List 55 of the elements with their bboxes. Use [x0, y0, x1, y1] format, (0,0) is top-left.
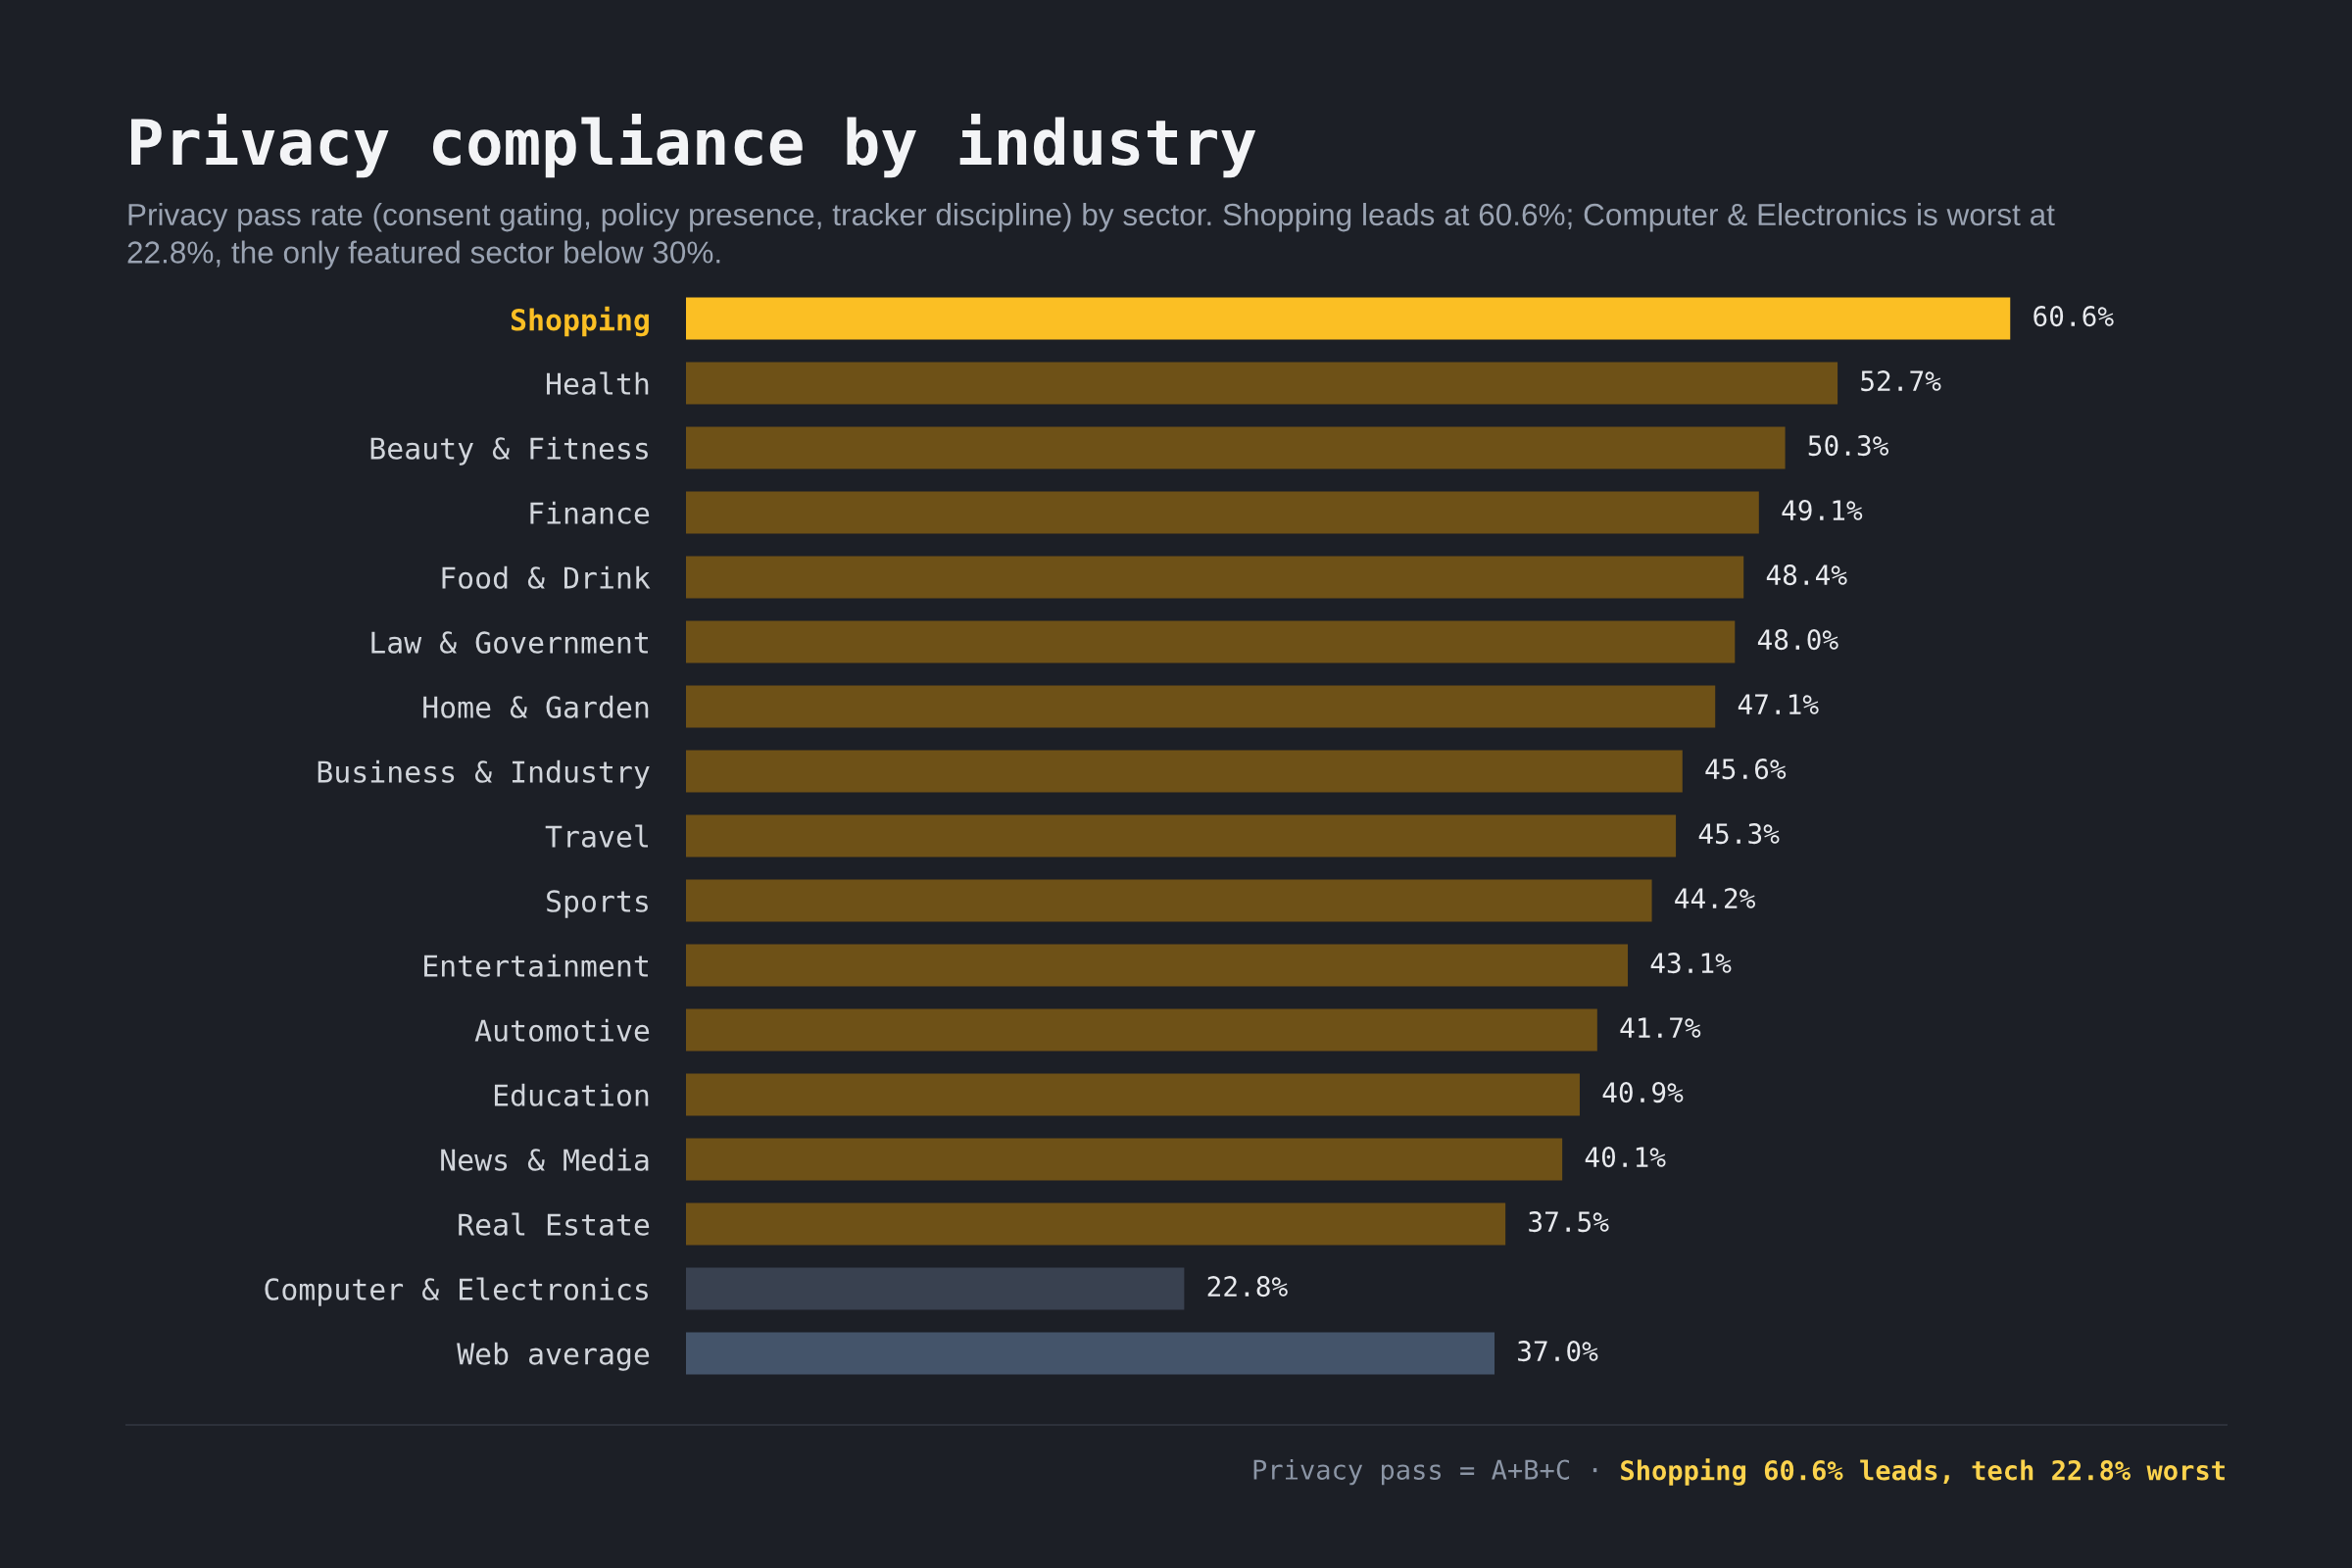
bar	[686, 685, 1716, 728]
data-label: 22.8%	[1207, 1276, 1288, 1298]
data-label: 48.0%	[1757, 629, 1838, 651]
data-label: 48.4%	[1766, 564, 1847, 586]
bar	[686, 1267, 1185, 1310]
data-label: 50.3%	[1808, 435, 1888, 457]
data-label: 52.7%	[1861, 370, 1941, 392]
y-tick-label: News & Media	[441, 1148, 649, 1171]
y-tick-label: Real Estate	[459, 1212, 650, 1236]
bar	[686, 297, 2011, 340]
y-tick-label: Food & Drink	[442, 565, 651, 589]
bar	[686, 944, 1629, 987]
data-label: 37.0%	[1518, 1341, 1598, 1362]
data-label: 60.6%	[2034, 306, 2114, 327]
y-tick-label: Sports	[547, 890, 648, 918]
bar	[686, 491, 1759, 534]
text: Privacy pass = A+B+C ·	[1253, 1458, 1597, 1486]
data-label: 41.7%	[1620, 1017, 1701, 1038]
y-tick-label: Law & Government	[371, 631, 648, 654]
y-tick-label: Shopping	[511, 306, 649, 337]
bar	[686, 814, 1677, 858]
y-tick-label: Education	[494, 1083, 649, 1106]
bar	[686, 362, 1838, 405]
chart-title: Privacy compliance by industry	[131, 114, 1256, 178]
bar	[686, 879, 1652, 922]
data-label: 40.1%	[1585, 1147, 1666, 1168]
data-label: 47.1%	[1738, 694, 1819, 714]
y-tick-label: Web average	[457, 1342, 650, 1371]
bar	[686, 1008, 1597, 1052]
text: Shopping 60.6% leads, tech 22.8% worst	[1621, 1458, 2225, 1486]
chart-subtitle: Privacy pass rate (consent gating, policy presence, tracker discipline) by sector. Shopping leads at 60.6%; Computer & Electronics is worst at 22.8%, the only featured sector below 30%.	[127, 203, 2055, 270]
bar	[686, 620, 1736, 663]
data-label: 37.5%	[1529, 1211, 1609, 1233]
y-tick-label: Computer & Electronics	[265, 1277, 648, 1306]
data-label: 44.2%	[1675, 888, 1755, 908]
y-tick-label: Travel	[545, 824, 648, 848]
y-tick-label: Automotive	[474, 1018, 650, 1042]
data-label: 40.9%	[1602, 1082, 1684, 1103]
y-tick-label: Health	[547, 371, 649, 395]
data-label: 45.3%	[1698, 823, 1780, 845]
y-tick-label: Business & Industry	[318, 760, 650, 789]
bar	[686, 1073, 1580, 1116]
bar	[686, 556, 1744, 599]
bar	[686, 426, 1786, 469]
y-tick-label: Finance	[530, 501, 650, 524]
bar	[686, 1202, 1506, 1246]
data-label: 45.6%	[1705, 759, 1787, 780]
y-tick-label: Home & Garden	[423, 695, 649, 718]
y-tick-label: Beauty & Fitness	[370, 436, 648, 466]
bar	[686, 1138, 1563, 1181]
bar	[686, 750, 1683, 793]
bar	[686, 1332, 1495, 1375]
y-tick-label: Entertainment	[424, 954, 648, 977]
data-label: 49.1%	[1782, 500, 1863, 521]
data-label: 43.1%	[1650, 953, 1732, 974]
